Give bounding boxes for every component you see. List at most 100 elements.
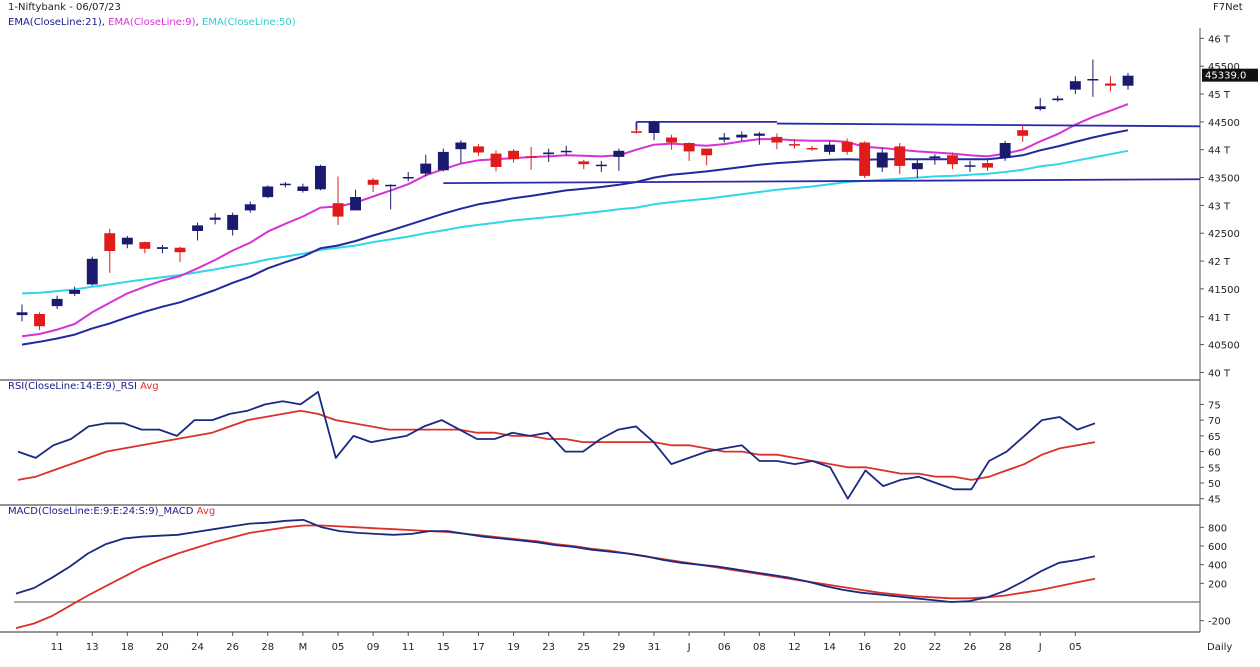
candle-body xyxy=(350,197,361,211)
candle-body xyxy=(1069,81,1081,90)
rsi-avg-legend-label: Avg xyxy=(140,381,159,392)
x-tick-label: 24 xyxy=(191,642,204,653)
trendline xyxy=(443,178,1201,185)
y-tick-label: 42 T xyxy=(1208,257,1231,268)
x-tick-label: 17 xyxy=(472,642,485,653)
candle-body xyxy=(613,150,625,157)
candle-body xyxy=(1052,98,1064,101)
macd-line xyxy=(15,519,1096,603)
candle-body xyxy=(631,131,642,133)
candle-body xyxy=(911,163,923,170)
ema9-line xyxy=(21,103,1129,338)
macd-legend-label: MACD(CloseLine:E:9:E:24:S:9)_MACD xyxy=(8,506,194,517)
x-tick-label: 05 xyxy=(1069,642,1082,653)
trendline xyxy=(776,122,1201,128)
y-tick-label: 41 T xyxy=(1208,313,1231,324)
candle-body xyxy=(560,150,572,153)
x-tick-label: 06 xyxy=(718,642,731,653)
x-tick-label: 15 xyxy=(437,642,450,653)
brand-label: F7Net xyxy=(1213,2,1243,13)
candle-body xyxy=(806,148,818,150)
x-tick-label: 25 xyxy=(577,642,590,653)
y-tick-label: -200 xyxy=(1208,617,1231,628)
candle-body xyxy=(1017,130,1029,136)
candle-body xyxy=(508,150,519,160)
candle-body xyxy=(947,155,958,165)
candle-body xyxy=(771,136,783,143)
last-price-label: 45339.0 xyxy=(1205,71,1246,82)
candle-body xyxy=(1122,75,1134,86)
candle-body xyxy=(279,183,291,186)
x-tick-label: M xyxy=(299,642,308,653)
y-tick-label: 400 xyxy=(1208,561,1227,572)
x-tick-label: 13 xyxy=(86,642,99,653)
candle-body xyxy=(139,242,151,249)
x-tick-label: 19 xyxy=(507,642,520,653)
candle-body xyxy=(753,133,765,136)
candle-body xyxy=(1034,106,1046,110)
rsi-legend-label: RSI(CloseLine:14:E:9)_RSI xyxy=(8,381,137,392)
x-tick-label: 12 xyxy=(788,642,801,653)
x-tick-label: 26 xyxy=(964,642,977,653)
candle-body xyxy=(367,179,379,185)
x-tick-label: 11 xyxy=(402,642,415,653)
rsi-line xyxy=(17,390,1096,500)
candle-body xyxy=(578,161,590,165)
macd-legend: MACD(CloseLine:E:9:E:24:S:9)_MACD Avg xyxy=(8,506,215,518)
macd-avg-line xyxy=(15,524,1096,629)
y-tick-label: 55 xyxy=(1208,463,1221,474)
candle-body xyxy=(104,233,116,251)
candle-body xyxy=(999,143,1011,158)
x-tick-label: 05 xyxy=(332,642,345,653)
ema50-line xyxy=(21,149,1129,295)
candle-body xyxy=(894,146,906,166)
candle-body xyxy=(701,148,713,156)
ema50-legend-label: EMA(CloseLine:50) xyxy=(201,17,296,28)
candle-body xyxy=(595,164,607,167)
y-tick-label: 43 T xyxy=(1208,201,1231,212)
x-tick-label: 28 xyxy=(261,642,274,653)
y-tick-label: 50 xyxy=(1208,479,1221,490)
macd-avg-legend-label: Avg xyxy=(196,506,216,517)
candle-body xyxy=(841,141,853,152)
y-tick-label: 600 xyxy=(1208,542,1227,553)
candle-body xyxy=(262,186,274,198)
candle-body xyxy=(332,203,344,217)
y-tick-label: 46 T xyxy=(1208,34,1231,45)
x-tick-label: 28 xyxy=(999,642,1012,653)
candle-body xyxy=(824,144,835,152)
candle-body xyxy=(315,165,326,190)
candle-body xyxy=(192,225,203,231)
y-tick-label: 65 xyxy=(1208,432,1221,443)
x-tick-label: 11 xyxy=(51,642,64,653)
candle-body xyxy=(157,247,168,249)
y-tick-label: 42500 xyxy=(1208,229,1240,240)
candle-body xyxy=(876,152,888,168)
y-tick-label: 70 xyxy=(1208,416,1221,427)
candle-body xyxy=(964,165,976,167)
timeframe-label: Daily xyxy=(1207,642,1232,653)
y-tick-label: 43500 xyxy=(1208,174,1240,185)
candle-body xyxy=(402,177,414,179)
ema-legend: EMA(CloseLine:21), EMA(CloseLine:9), EMA… xyxy=(8,17,296,28)
y-tick-label: 200 xyxy=(1208,579,1227,590)
candle-body xyxy=(736,134,748,138)
candle-body xyxy=(437,151,449,171)
y-tick-label: 60 xyxy=(1208,448,1221,459)
candle-body xyxy=(982,163,993,168)
candle-body xyxy=(385,184,397,187)
candle-body xyxy=(51,298,63,307)
candle-body xyxy=(543,152,555,155)
candle-body xyxy=(718,137,730,140)
candle-body xyxy=(244,204,256,211)
candle-body xyxy=(209,217,221,220)
x-tick-label: 20 xyxy=(893,642,906,653)
candle-body xyxy=(789,144,800,146)
x-tick-label: 29 xyxy=(613,642,626,653)
rsi-avg-line xyxy=(17,409,1096,481)
candle-body xyxy=(455,142,467,150)
ema21-legend-label: EMA(CloseLine:21) xyxy=(8,17,102,28)
ema21-line xyxy=(21,129,1129,346)
x-tick-label: 16 xyxy=(858,642,871,653)
candle-body xyxy=(683,143,695,152)
